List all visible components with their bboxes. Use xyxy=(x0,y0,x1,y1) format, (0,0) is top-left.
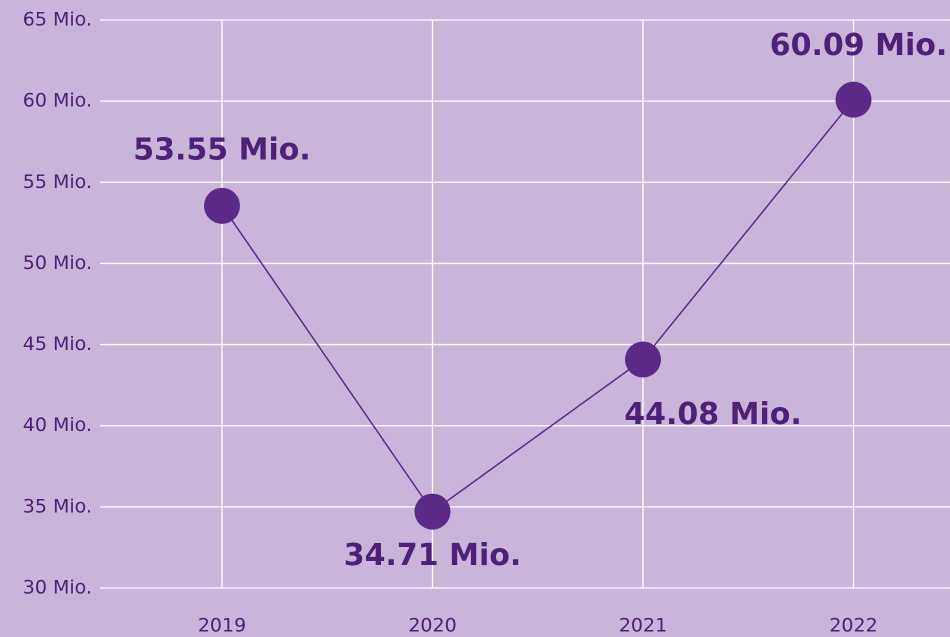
x-tick-label: 2021 xyxy=(619,615,667,637)
point xyxy=(625,341,661,378)
y-tick-label: 60 Mio. xyxy=(23,90,92,112)
y-tick-label: 35 Mio. xyxy=(23,495,92,517)
value-label: 53.55 Mio. xyxy=(133,132,310,167)
y-tick-label: 65 Mio. xyxy=(23,9,92,31)
line xyxy=(221,99,855,513)
x-tick-label: 2022 xyxy=(829,615,877,637)
x-tick-label: 2019 xyxy=(198,615,246,637)
point xyxy=(204,187,240,224)
x-tick-label: 2020 xyxy=(408,615,456,637)
point xyxy=(414,493,451,530)
value-label: 60.09 Mio. xyxy=(770,28,947,63)
y-tick-label: 50 Mio. xyxy=(23,252,92,274)
point xyxy=(835,81,872,118)
y-tick-label: 55 Mio. xyxy=(23,171,92,193)
y-tick-label: 40 Mio. xyxy=(23,414,92,436)
value-label: 34.71 Mio. xyxy=(344,538,521,573)
value-label: 44.08 Mio. xyxy=(624,397,801,432)
y-tick-label: 45 Mio. xyxy=(23,333,92,355)
y-tick-label: 30 Mio. xyxy=(23,577,92,599)
